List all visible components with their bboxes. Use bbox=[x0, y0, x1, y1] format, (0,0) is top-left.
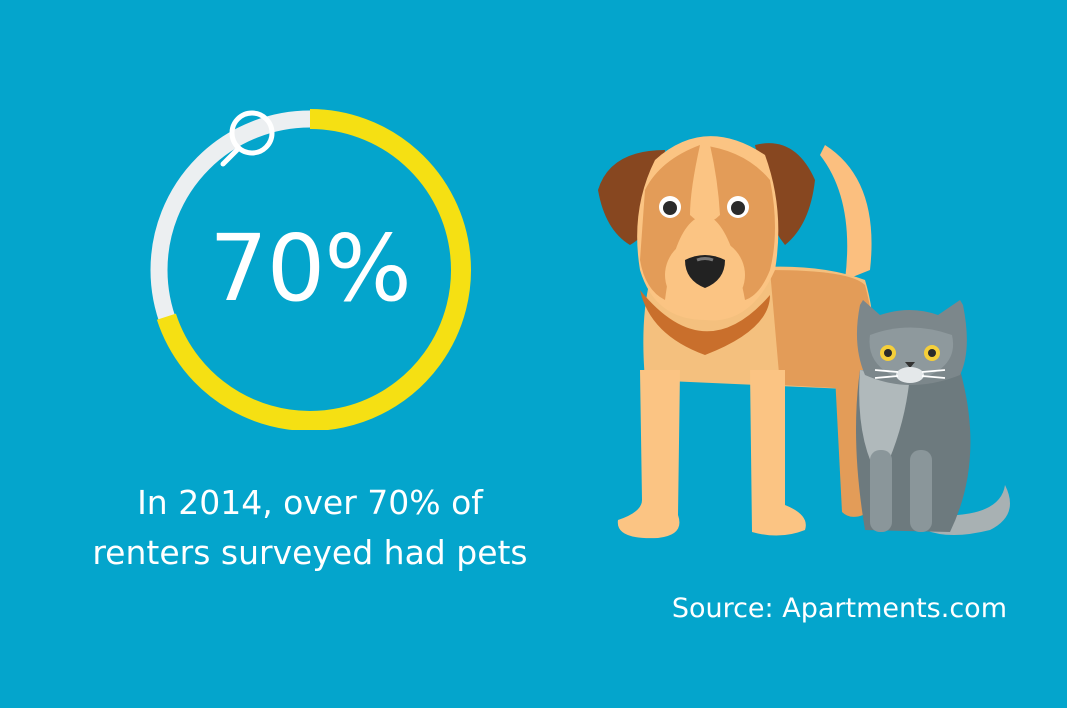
magnifier-icon bbox=[220, 110, 275, 167]
percentage-ring bbox=[150, 109, 471, 430]
percentage-value: 70% bbox=[209, 215, 411, 322]
caption: In 2014, over 70% of renters surveyed ha… bbox=[60, 478, 560, 578]
ring-filled-arc bbox=[156, 109, 471, 430]
caption-line-2: renters surveyed had pets bbox=[92, 533, 528, 572]
pets-illustration bbox=[598, 136, 1010, 539]
dog-illustration bbox=[598, 136, 874, 539]
cat-illustration bbox=[856, 300, 1010, 535]
source-credit: Source: Apartments.com bbox=[671, 593, 1007, 624]
caption-line-1: In 2014, over 70% of bbox=[137, 483, 483, 522]
